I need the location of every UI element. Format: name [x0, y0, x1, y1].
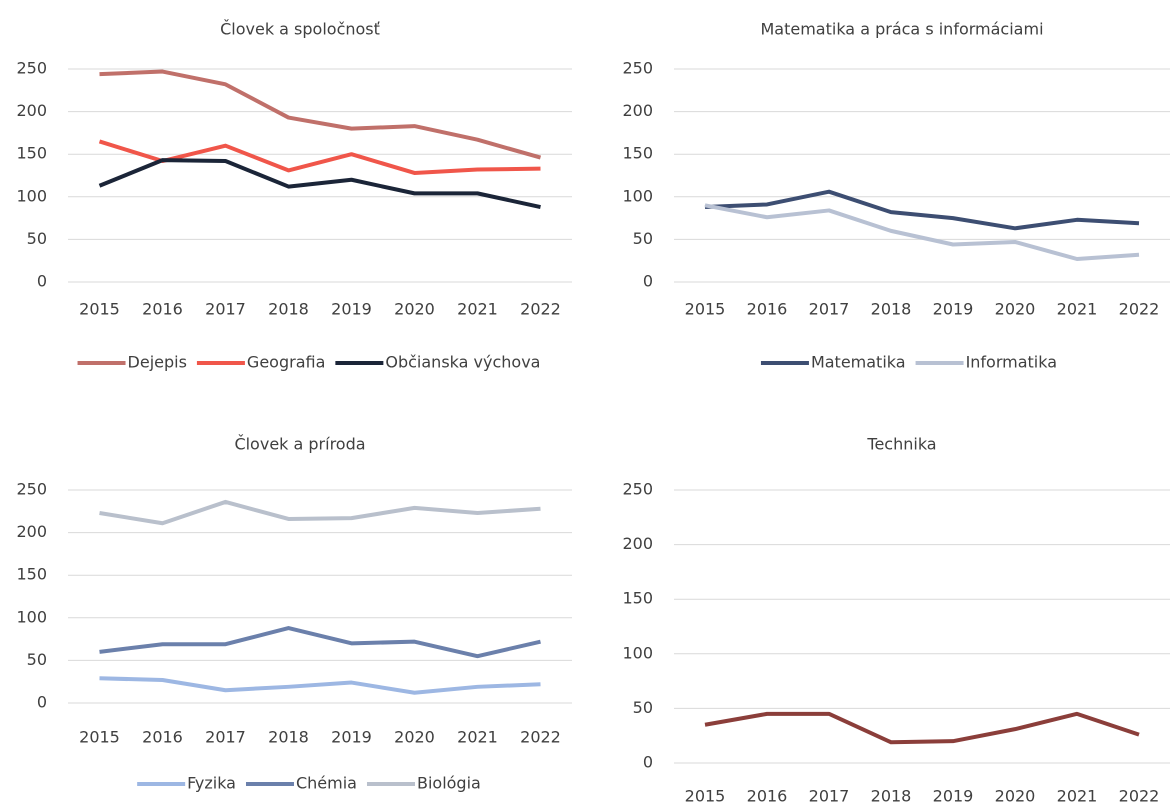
y-tick-label: 50	[633, 698, 653, 717]
x-tick-label: 2015	[79, 728, 120, 747]
series-line	[704, 711, 1140, 745]
x-tick-label: 2022	[520, 300, 561, 319]
x-tick-label: 2018	[871, 300, 912, 319]
series-line	[704, 203, 1140, 261]
legend-label: Občianska výchova	[385, 353, 540, 372]
chart-title: Človek a príroda	[234, 435, 365, 454]
legend-label: Biológia	[417, 774, 481, 793]
x-tick-label: 2017	[809, 300, 850, 319]
x-tick-label: 2016	[747, 300, 788, 319]
legend-item: Občianska výchova	[335, 353, 540, 372]
y-tick-label: 150	[16, 565, 47, 584]
x-tick-label: 2021	[1057, 787, 1098, 805]
x-tick-label: 2016	[142, 300, 183, 319]
x-tick-label: 2017	[205, 728, 246, 747]
chart-title: Človek a spoločnosť	[220, 20, 380, 39]
y-tick-label: 200	[622, 534, 653, 553]
y-tick-label: 150	[16, 144, 47, 163]
y-tick-label: 100	[622, 186, 653, 205]
x-tick-label: 2019	[331, 300, 372, 319]
x-tick-label: 2022	[1119, 300, 1160, 319]
y-tick-label: 100	[16, 186, 47, 205]
x-tick-label: 2016	[747, 787, 788, 805]
y-tick-label: 200	[622, 101, 653, 120]
series-line	[99, 69, 542, 160]
x-tick-label: 2018	[871, 787, 912, 805]
x-tick-label: 2017	[205, 300, 246, 319]
legend-label: Chémia	[296, 774, 357, 793]
x-tick-label: 2018	[268, 728, 309, 747]
y-tick-label: 250	[16, 59, 47, 78]
x-tick-label: 2019	[331, 728, 372, 747]
y-tick-label: 50	[27, 229, 47, 248]
x-tick-label: 2020	[995, 787, 1036, 805]
legend-item: Dejepis	[77, 353, 187, 372]
legend-label: Matematika	[811, 353, 906, 372]
legend-item: Fyzika	[137, 774, 236, 793]
legend-label: Dejepis	[128, 353, 187, 372]
y-tick-label: 0	[643, 753, 653, 772]
x-tick-label: 2020	[394, 728, 435, 747]
series-line	[99, 676, 541, 695]
legend-label: Informatika	[966, 353, 1057, 372]
x-tick-label: 2021	[1057, 300, 1098, 319]
y-tick-label: 50	[633, 229, 653, 248]
series-line	[98, 139, 541, 175]
x-tick-label: 2019	[933, 300, 974, 319]
x-tick-label: 2018	[268, 300, 309, 319]
y-tick-label: 0	[37, 693, 47, 712]
y-tick-label: 0	[37, 272, 47, 291]
y-tick-label: 200	[16, 101, 47, 120]
x-tick-label: 2016	[142, 728, 183, 747]
y-tick-label: 150	[622, 589, 653, 608]
x-tick-label: 2015	[685, 300, 726, 319]
x-tick-label: 2019	[933, 787, 974, 805]
x-tick-label: 2015	[79, 300, 120, 319]
x-tick-label: 2017	[809, 787, 850, 805]
x-tick-label: 2020	[995, 300, 1036, 319]
legend-item: Informatika	[915, 353, 1057, 372]
x-tick-label: 2020	[394, 300, 435, 319]
series-line	[704, 189, 1140, 231]
y-tick-label: 50	[27, 650, 47, 669]
legend-item: Geografia	[196, 353, 325, 372]
y-tick-label: 250	[622, 480, 653, 499]
legend-label: Geografia	[247, 353, 325, 372]
y-tick-label: 150	[622, 144, 653, 163]
y-tick-label: 100	[622, 643, 653, 662]
y-tick-label: 250	[16, 480, 47, 499]
series-line	[98, 158, 541, 209]
x-tick-label: 2022	[1119, 787, 1160, 805]
x-tick-label: 2015	[685, 787, 726, 805]
y-tick-label: 200	[16, 522, 47, 541]
y-tick-label: 100	[16, 607, 47, 626]
legend-item: Chémia	[245, 774, 357, 793]
legend-item: Matematika	[760, 353, 906, 372]
series-line	[99, 626, 541, 659]
y-tick-label: 0	[643, 272, 653, 291]
legend-label: Fyzika	[187, 774, 236, 793]
chart-title: Technika	[866, 435, 936, 454]
chart-title: Matematika a práca s informáciami	[760, 20, 1043, 39]
x-tick-label: 2021	[457, 728, 498, 747]
x-tick-label: 2021	[457, 300, 498, 319]
x-tick-label: 2022	[520, 728, 561, 747]
legend-item: Biológia	[366, 774, 481, 793]
series-line	[99, 499, 541, 526]
y-tick-label: 250	[622, 59, 653, 78]
